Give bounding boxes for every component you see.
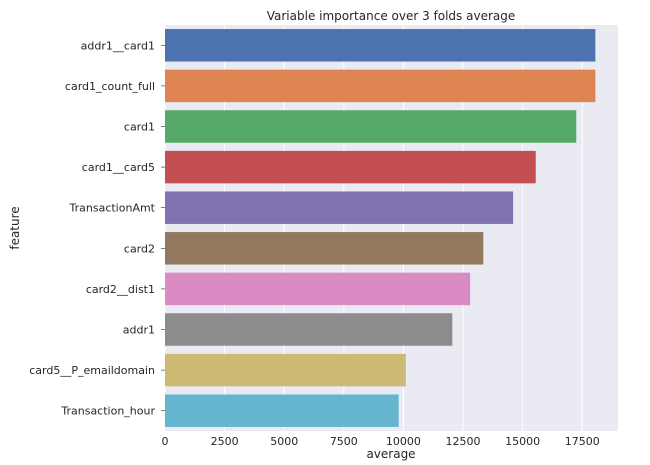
y-tick-label: addr1__card1 bbox=[81, 39, 155, 52]
y-tick-label: TransactionAmt bbox=[69, 202, 156, 215]
x-tick-label: 0 bbox=[162, 435, 169, 448]
x-tick-label: 5000 bbox=[270, 435, 298, 448]
y-tick-label: card2__dist1 bbox=[86, 283, 155, 296]
chart-title: Variable importance over 3 folds average bbox=[267, 9, 516, 23]
bar-card1-card5 bbox=[165, 150, 536, 184]
y-tick-label: Transaction_hour bbox=[60, 405, 155, 418]
y-tick-label: card1 bbox=[124, 121, 155, 134]
x-tick-label: 2500 bbox=[211, 435, 239, 448]
bars bbox=[165, 29, 596, 427]
x-tick-label: 17500 bbox=[565, 435, 600, 448]
bar-transaction-hour bbox=[165, 394, 399, 427]
bar-addr1-card1 bbox=[165, 29, 596, 62]
x-tick-label: 12500 bbox=[446, 435, 481, 448]
x-tick-label: 7500 bbox=[330, 435, 358, 448]
y-tick-labels: addr1__card1 card1_count_full card1 card1__… bbox=[29, 39, 165, 418]
y-tick-label: addr1 bbox=[123, 324, 155, 337]
x-tick-label: 15000 bbox=[505, 435, 540, 448]
y-axis-label: feature bbox=[8, 206, 22, 249]
bar-card1 bbox=[165, 110, 577, 143]
y-tick-label: card1_count_full bbox=[65, 80, 155, 93]
bar-addr1 bbox=[165, 313, 453, 346]
bar-card2 bbox=[165, 232, 484, 265]
x-tick-labels: 0 2500 5000 7500 10000 12500 15000 17500 bbox=[162, 435, 600, 448]
x-tick-label: 10000 bbox=[386, 435, 421, 448]
bar-card1-count-full bbox=[165, 69, 596, 103]
x-axis-label: average bbox=[366, 447, 415, 461]
bar-transactionamt bbox=[165, 191, 514, 224]
y-tick-label: card1__card5 bbox=[82, 161, 155, 174]
bar-card2-dist1 bbox=[165, 272, 471, 306]
y-tick-label: card2 bbox=[124, 242, 155, 255]
bar-card5-p-emaildomain bbox=[165, 353, 406, 387]
y-tick-label: card5__P_emaildomain bbox=[29, 364, 155, 377]
